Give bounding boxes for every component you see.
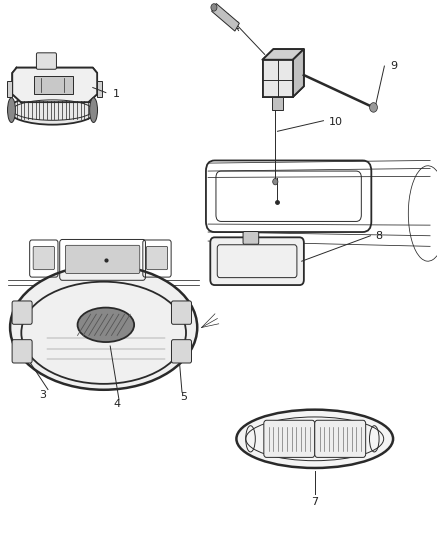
FancyBboxPatch shape [171,301,191,324]
Text: 1: 1 [113,88,120,99]
FancyBboxPatch shape [171,340,191,363]
FancyBboxPatch shape [12,340,32,363]
FancyBboxPatch shape [12,301,32,324]
Polygon shape [293,49,304,97]
FancyBboxPatch shape [36,53,57,69]
Polygon shape [12,68,97,102]
Circle shape [211,4,217,11]
Polygon shape [262,60,293,97]
Circle shape [273,179,278,185]
Text: 8: 8 [376,231,383,241]
Bar [34,76,73,94]
Text: 7: 7 [311,497,318,507]
FancyBboxPatch shape [243,231,259,244]
Text: 10: 10 [328,117,343,127]
Ellipse shape [10,265,197,390]
Text: 9: 9 [390,61,397,71]
Polygon shape [262,49,304,60]
Ellipse shape [237,410,393,468]
FancyBboxPatch shape [264,420,315,457]
FancyBboxPatch shape [146,246,168,270]
Text: 5: 5 [181,392,187,402]
FancyBboxPatch shape [65,245,140,273]
Text: 2: 2 [232,21,239,31]
FancyBboxPatch shape [210,237,304,285]
Bar [97,81,102,97]
Bar [272,97,283,110]
Text: 3: 3 [39,390,46,400]
Bar [7,81,12,97]
FancyBboxPatch shape [33,246,54,270]
Text: 4: 4 [113,399,120,409]
Polygon shape [212,4,239,31]
Ellipse shape [8,95,97,125]
FancyBboxPatch shape [315,420,366,457]
Ellipse shape [78,308,134,342]
Ellipse shape [7,98,15,123]
Ellipse shape [90,98,98,123]
Circle shape [370,103,378,112]
